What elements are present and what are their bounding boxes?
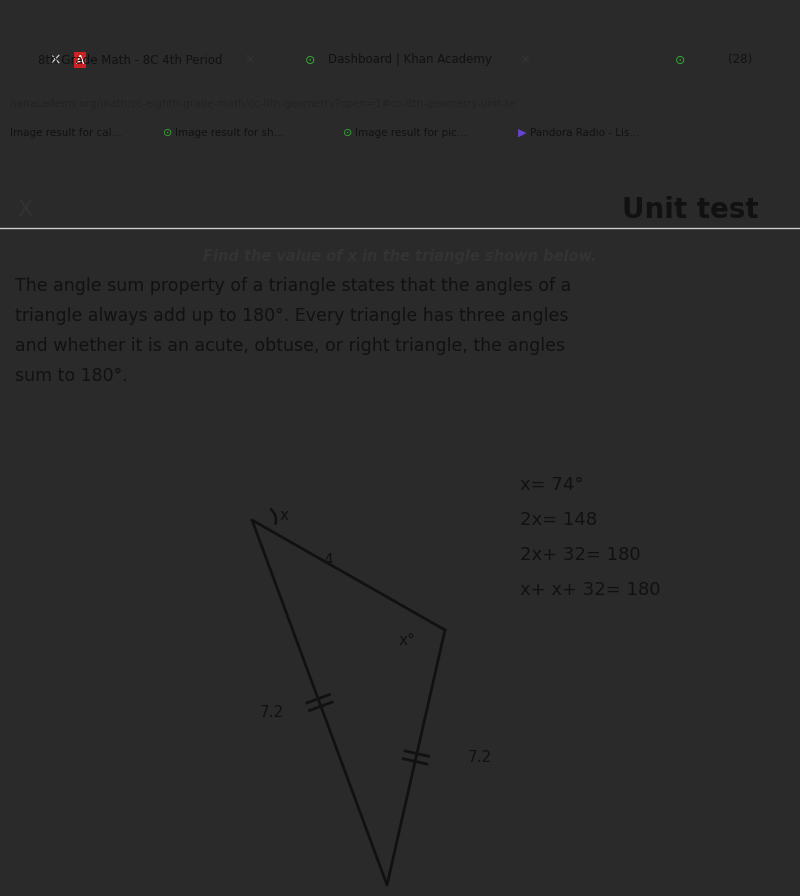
Text: Find the value of x in the triangle shown below.: Find the value of x in the triangle show… (203, 248, 597, 263)
Text: x°: x° (398, 633, 415, 648)
Text: x: x (279, 507, 289, 522)
Text: Pandora Radio - Lis...: Pandora Radio - Lis... (530, 128, 640, 138)
Text: sum to 180°.: sum to 180°. (15, 367, 128, 385)
Text: x= 74°: x= 74° (520, 476, 583, 494)
Text: 7.2: 7.2 (259, 705, 283, 720)
Text: ×: × (244, 53, 256, 67)
Text: 8th Grade Math - 8C 4th Period: 8th Grade Math - 8C 4th Period (38, 54, 222, 66)
Text: ▶: ▶ (518, 128, 526, 138)
Text: x+ x+ 32= 180: x+ x+ 32= 180 (520, 581, 661, 599)
Text: 2x= 148: 2x= 148 (520, 511, 597, 529)
Text: Image result for pic...: Image result for pic... (355, 128, 467, 138)
Text: Image result for cal...: Image result for cal... (10, 128, 122, 138)
Text: ⊙: ⊙ (674, 54, 686, 66)
Text: Dashboard | Khan Academy: Dashboard | Khan Academy (328, 54, 492, 66)
Text: ×: × (518, 53, 531, 67)
Text: X: X (18, 200, 33, 220)
Text: 7.2: 7.2 (468, 750, 492, 765)
Text: Image result for sh...: Image result for sh... (175, 128, 284, 138)
Text: ⊙: ⊙ (305, 54, 315, 66)
Text: ⊙: ⊙ (163, 128, 172, 138)
Text: 4: 4 (324, 553, 334, 567)
Text: triangle always add up to 180°. Every triangle has three angles: triangle always add up to 180°. Every tr… (15, 307, 569, 325)
Text: and whether it is an acute, obtuse, or right triangle, the angles: and whether it is an acute, obtuse, or r… (15, 337, 565, 355)
Text: 2x+ 32= 180: 2x+ 32= 180 (520, 546, 641, 564)
Text: Unit test: Unit test (622, 196, 758, 224)
Text: The angle sum property of a triangle states that the angles of a: The angle sum property of a triangle sta… (15, 277, 571, 295)
Text: A: A (76, 54, 84, 66)
Text: (28): (28) (728, 54, 752, 66)
Text: hanacademy.org/math/cc-eighth-grade-math/cc-8th-geometry?open=1#cc-8th-geometry-: hanacademy.org/math/cc-eighth-grade-math… (10, 99, 516, 109)
Text: ×: × (49, 53, 62, 67)
Text: ⊙: ⊙ (343, 128, 352, 138)
